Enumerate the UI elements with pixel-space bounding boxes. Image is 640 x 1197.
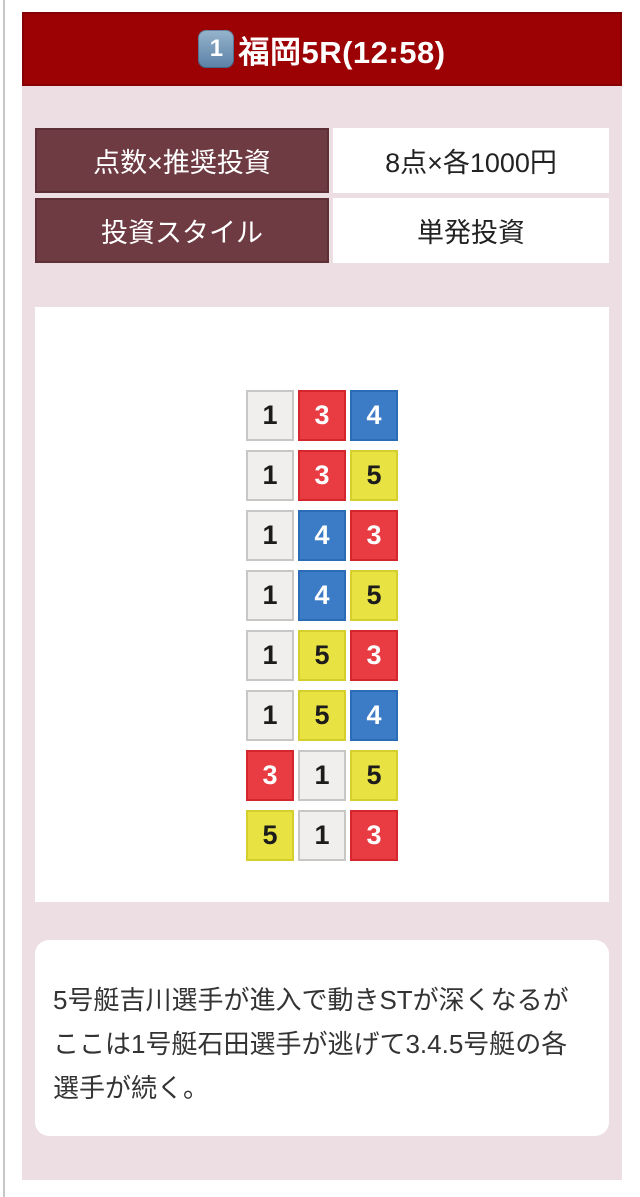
info-value-style: 単発投資	[333, 198, 609, 263]
boat-number-cell: 1	[298, 750, 346, 801]
race-title: 福岡5R(12:58)	[238, 34, 446, 70]
boat-number-cell: 5	[350, 450, 398, 501]
race-card: 1 福岡5R(12:58) 点数×推奨投資 8点×各1000円 投資スタイル 単…	[22, 12, 622, 1180]
boat-number-cell: 3	[298, 450, 346, 501]
boat-number-cell: 3	[298, 390, 346, 441]
boat-number-cell: 3	[350, 510, 398, 561]
race-number-keycap-icon: 1	[198, 30, 235, 68]
boat-number-cell: 5	[350, 570, 398, 621]
boat-number-cell: 1	[246, 690, 294, 741]
info-value-points: 8点×各1000円	[333, 128, 609, 193]
info-label-style: 投資スタイル	[35, 198, 329, 263]
boat-number-cell: 4	[350, 390, 398, 441]
boat-number-cell: 5	[298, 630, 346, 681]
boat-number-cell: 5	[246, 810, 294, 861]
boat-number-cell: 4	[350, 690, 398, 741]
race-banner: 1 福岡5R(12:58)	[22, 12, 622, 86]
investment-info-table: 点数×推奨投資 8点×各1000円 投資スタイル 単発投資	[35, 128, 609, 263]
boat-number-cell: 4	[298, 570, 346, 621]
boat-number-cell: 5	[298, 690, 346, 741]
boat-number-cell: 1	[246, 510, 294, 561]
race-comment-box: 5号艇吉川選手が進入で動きSTが深くなるがここは1号艇石田選手が逃げて3.4.5…	[35, 940, 609, 1136]
boat-number-cell: 1	[246, 630, 294, 681]
race-comment-text: 5号艇吉川選手が進入で動きSTが深くなるがここは1号艇石田選手が逃げて3.4.5…	[53, 985, 569, 1103]
info-label-points: 点数×推奨投資	[35, 128, 329, 193]
page-left-border	[3, 0, 5, 1197]
boat-number-cell: 3	[350, 630, 398, 681]
boat-number-cell: 1	[298, 810, 346, 861]
boat-number-cell: 4	[298, 510, 346, 561]
boat-number-cell: 3	[246, 750, 294, 801]
boat-number-cell: 1	[246, 390, 294, 441]
boat-number-cell: 1	[246, 450, 294, 501]
boat-number-cell: 5	[350, 750, 398, 801]
boat-number-cell: 3	[350, 810, 398, 861]
boat-number-cell: 1	[246, 570, 294, 621]
